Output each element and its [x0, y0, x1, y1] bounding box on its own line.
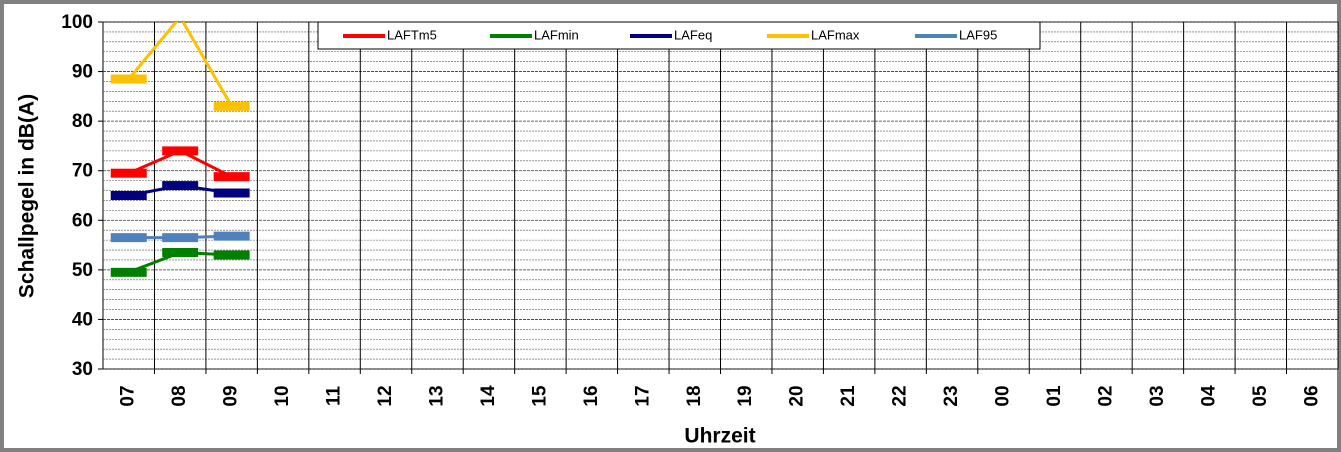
x-tick-label: 11 — [324, 386, 345, 407]
x-tick-label: 02 — [1095, 385, 1116, 406]
marker — [162, 233, 199, 243]
marker — [110, 74, 147, 84]
x-tick-label: 06 — [1301, 385, 1322, 406]
legend-label: LAFeq — [674, 27, 712, 42]
marker — [213, 250, 250, 260]
x-tick-label: 08 — [169, 385, 190, 406]
marker — [162, 248, 199, 258]
legend-label: LAFmin — [534, 27, 579, 42]
marker — [110, 191, 147, 200]
x-tick-label: 14 — [478, 385, 499, 407]
marker — [110, 267, 147, 277]
marker — [162, 181, 199, 191]
legend-label: LAFmax — [811, 27, 860, 42]
y-tick-label: 40 — [72, 309, 93, 330]
marker — [213, 188, 250, 198]
y-tick-label: 70 — [72, 161, 93, 182]
x-tick-label: 01 — [1044, 385, 1065, 407]
x-tick-label: 12 — [375, 385, 396, 406]
x-tick-label: 19 — [735, 385, 756, 406]
y-tick-label: 60 — [72, 210, 93, 231]
x-tick-label: 09 — [221, 385, 242, 406]
x-tick-label: 05 — [1250, 385, 1271, 407]
marker — [162, 146, 199, 156]
y-tick-label: 50 — [72, 260, 93, 281]
marker — [110, 233, 147, 243]
y-axis-title: Schallpegel in dB(A) — [16, 94, 39, 298]
x-tick-label: 03 — [1147, 385, 1168, 406]
legend-label: LAF95 — [959, 27, 997, 42]
series-line — [127, 22, 233, 108]
x-tick-label: 23 — [941, 385, 962, 406]
marker — [213, 172, 250, 182]
x-tick-label: 13 — [426, 385, 447, 406]
x-tick-label: 22 — [890, 385, 911, 406]
x-tick-label: 10 — [272, 385, 293, 406]
marker — [110, 168, 147, 178]
y-tick-label: 30 — [72, 359, 93, 380]
x-tick-label: 20 — [787, 385, 808, 406]
x-tick-label: 21 — [838, 385, 859, 407]
y-tick-label: 100 — [61, 12, 93, 33]
marker — [213, 231, 250, 241]
x-tick-label: 18 — [684, 385, 705, 406]
x-tick-label: 17 — [632, 385, 653, 406]
x-tick-label: 15 — [529, 385, 550, 407]
y-tick-label: 90 — [72, 62, 93, 83]
legend: LAFTm5 LAFmin LAFeq LAFmax LAF95 — [317, 21, 1041, 50]
y-tick-label: 80 — [72, 111, 93, 132]
x-axis-title: Uhrzeit — [684, 425, 755, 448]
marker — [213, 101, 250, 111]
x-tick-label: 07 — [118, 385, 139, 406]
series-layer — [110, 22, 250, 277]
x-tick-label: 04 — [1198, 385, 1219, 407]
x-tick-label: 00 — [993, 385, 1014, 406]
legend-label: LAFTm5 — [387, 27, 437, 42]
x-tick-label: 16 — [581, 385, 602, 406]
